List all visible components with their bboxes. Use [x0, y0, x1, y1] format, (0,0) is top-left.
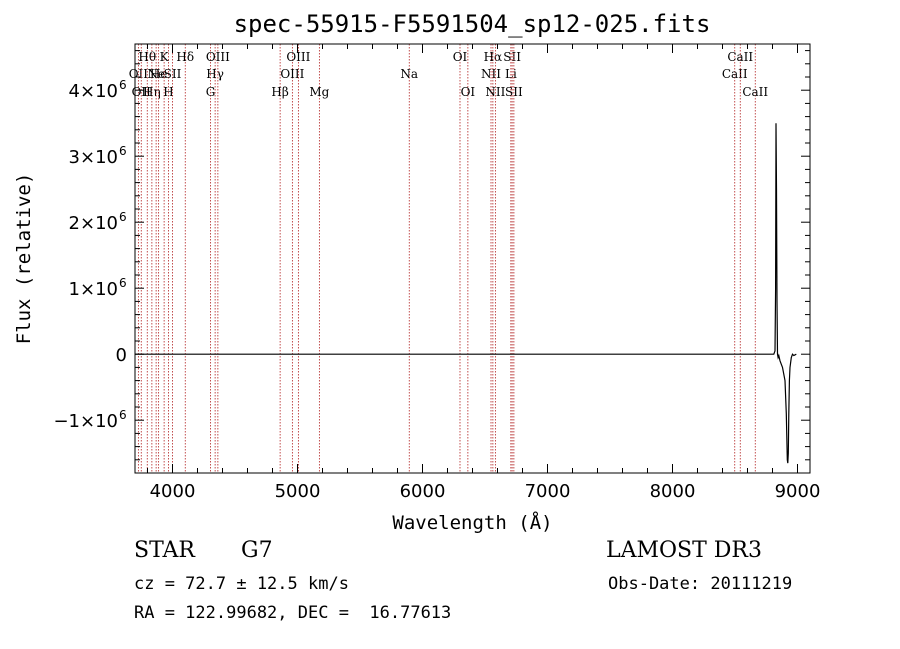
- line-marker-label: H: [163, 85, 173, 99]
- x-tick-label: 4000: [150, 481, 196, 502]
- line-marker-label: SII: [505, 85, 523, 99]
- line-marker-label: Hη: [143, 85, 161, 99]
- line-marker-label: Na: [400, 67, 418, 81]
- line-marker-label: K: [160, 50, 170, 64]
- y-tick-label: 3×10: [69, 147, 118, 168]
- y-tick-label: 1×10: [69, 279, 118, 300]
- line-marker-label: G: [206, 85, 216, 99]
- x-tick-label: 7000: [525, 481, 571, 502]
- line-marker-label: He: [150, 67, 168, 81]
- line-marker-label: OIII: [280, 67, 304, 81]
- line-marker-label: Hβ: [271, 85, 288, 99]
- coordinates-text: RA = 122.99682, DEC = 16.77613: [134, 603, 452, 623]
- x-tick-label: 8000: [650, 481, 696, 502]
- line-marker-label: OII: [132, 85, 152, 99]
- line-marker-label: Mg: [309, 85, 329, 99]
- line-marker-label: CaII: [742, 85, 768, 99]
- x-tick-label: 9000: [775, 481, 821, 502]
- y-tick-exponent: 6: [119, 78, 127, 92]
- x-tick-label: 5000: [275, 481, 321, 502]
- plot-frame: [134, 43, 811, 474]
- line-marker-label: NII: [481, 67, 501, 81]
- redshift-text: cz = 72.7 ± 12.5 km/s: [134, 574, 349, 594]
- y-tick-label: 0: [116, 345, 127, 366]
- y-tick-exponent: 6: [119, 210, 127, 224]
- object-subclass: G7: [241, 538, 273, 563]
- line-marker-label: OI: [453, 50, 468, 64]
- line-marker-label: OII: [129, 67, 149, 81]
- line-marker-label: SII: [503, 50, 521, 64]
- chart-title: spec-55915-F5591504_sp12-025.fits: [234, 10, 711, 38]
- y-tick-exponent: 6: [119, 408, 127, 422]
- line-marker-label: SII: [164, 67, 182, 81]
- line-marker-label: CaII: [722, 67, 748, 81]
- object-class: STAR: [134, 538, 195, 563]
- line-marker-label: Hγ: [206, 67, 224, 81]
- series-group: [135, 123, 797, 464]
- y-tick-label: 2×10: [69, 213, 118, 234]
- line-marker-label: CaII: [727, 50, 753, 64]
- line-marker-label: Li: [505, 67, 517, 81]
- y-tick-exponent: 6: [119, 144, 127, 158]
- survey-name: LAMOST DR3: [606, 538, 762, 563]
- line-marker-label: Hθ: [138, 50, 156, 64]
- x-tick-label: 6000: [400, 481, 446, 502]
- line-marker-label: OI: [461, 85, 476, 99]
- line-marker-label: Hα: [484, 50, 503, 64]
- axis-ticks: 4000 5000 6000 7000 8000 9000−1×10 601×10 62×10…: [53, 44, 820, 502]
- line-marker-label: OIII: [206, 50, 230, 64]
- line-marker-label: Ne: [147, 67, 165, 81]
- line-marker-label: OIII: [286, 50, 310, 64]
- obs-date-text: Obs-Date: 20111219: [608, 574, 793, 594]
- spectrum-line: [135, 123, 797, 464]
- y-tick-label: −1×10: [53, 411, 118, 432]
- y-tick-exponent: 6: [119, 276, 127, 290]
- line-marker-label: Hδ: [176, 50, 194, 64]
- x-axis-label: Wavelength (Å): [392, 511, 552, 534]
- line-marker-label: NII: [485, 85, 505, 99]
- y-axis-label: Flux (relative): [13, 173, 35, 345]
- y-tick-label: 4×10: [69, 81, 118, 102]
